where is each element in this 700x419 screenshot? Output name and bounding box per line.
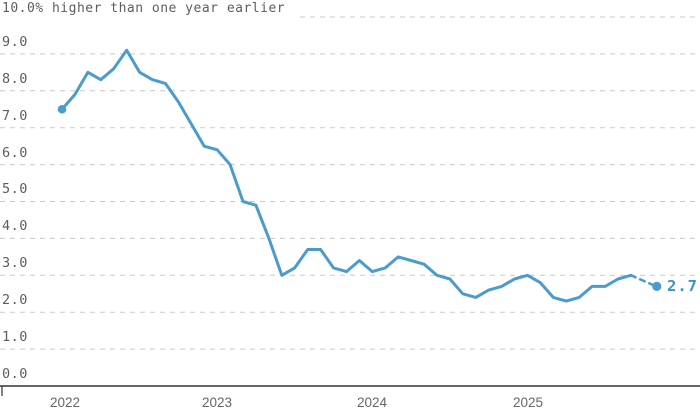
x-tick-label-2023: 2023 bbox=[201, 395, 233, 410]
y-tick-label-5: 5.0 bbox=[2, 181, 28, 197]
x-tick-label-2025: 2025 bbox=[512, 395, 544, 410]
y-tick-label-8: 8.0 bbox=[2, 71, 28, 87]
y-tick-label-1: 1.0 bbox=[2, 329, 28, 345]
x-tick-label-2022: 2022 bbox=[49, 395, 81, 410]
inflation-line bbox=[60, 48, 633, 303]
chart-annotation: 10.0% higher than one year earlier bbox=[2, 1, 286, 16]
latest-point-dashed-connector bbox=[629, 274, 655, 287]
y-tick-label-2: 2.0 bbox=[2, 292, 28, 308]
y-tick-label-6: 6.0 bbox=[2, 145, 28, 161]
y-tick-label-3: 3.0 bbox=[2, 255, 28, 271]
latest-value-label: 2.7 bbox=[667, 277, 698, 295]
x-tick-label-2024: 2024 bbox=[356, 395, 388, 410]
first-point-marker bbox=[57, 104, 67, 114]
y-tick-label-9: 9.0 bbox=[2, 34, 28, 50]
latest-point-marker bbox=[652, 281, 662, 291]
y-tick-label-4: 4.0 bbox=[2, 218, 28, 234]
y-tick-label-0: 0.0 bbox=[2, 366, 28, 382]
y-tick-label-7: 7.0 bbox=[2, 108, 28, 124]
